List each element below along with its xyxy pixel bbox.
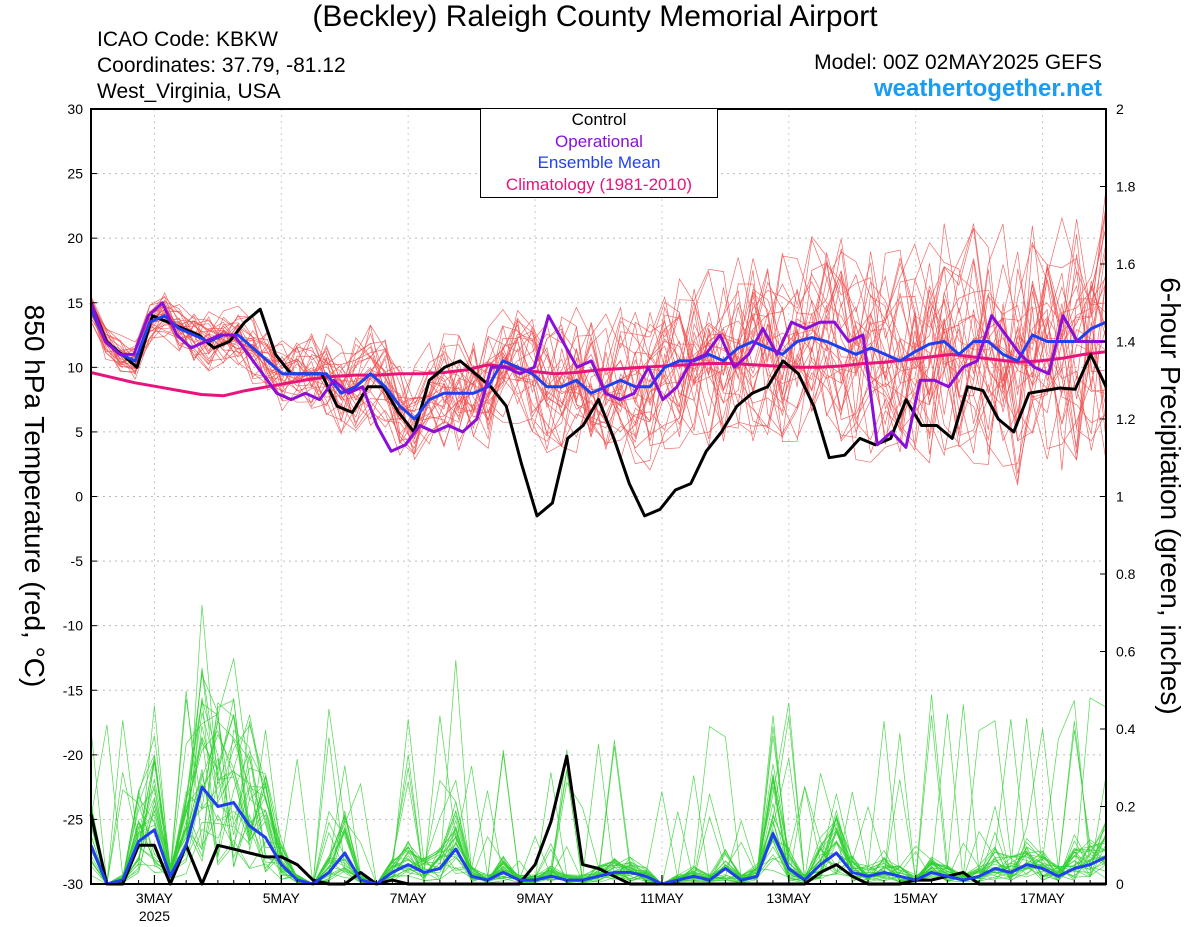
- y-tick-label-left: 10: [67, 359, 83, 375]
- y-tick-label-right: 0: [1116, 876, 1124, 892]
- x-tick-label: 9MAY: [517, 890, 555, 906]
- y-tick-label-right: 0.4: [1116, 721, 1136, 737]
- y-tick-label-right: 0.6: [1116, 644, 1136, 660]
- legend-operational: Operational: [555, 131, 643, 151]
- temperature-member-line: [90, 226, 1107, 452]
- y-tick-label-left: 5: [75, 424, 83, 440]
- precip-control-line: [89, 754, 1106, 886]
- temperature-member-line: [90, 188, 1107, 461]
- temperature-member-line: [90, 255, 1107, 455]
- site-link[interactable]: weathertogether.net: [873, 75, 1102, 102]
- y-tick-label-left: -5: [71, 553, 84, 569]
- temperature-member-line: [90, 249, 1107, 484]
- y-tick-label-right: 1.6: [1116, 256, 1136, 272]
- model-run: Model: 00Z 02MAY2025 GEFS: [814, 51, 1102, 74]
- y-tick-label-right: 0.2: [1116, 799, 1136, 815]
- x-tick-label: 3MAY: [136, 890, 174, 906]
- y-tick-label-left: 20: [67, 230, 83, 246]
- precip-member-line: [90, 713, 1107, 885]
- y-tick-label-left: -30: [63, 876, 83, 892]
- y-tick-label-left: 15: [67, 295, 83, 311]
- precip-member-line: [90, 713, 1107, 885]
- x-tick-year-label: 2025: [139, 908, 170, 924]
- temperature-member-line: [90, 266, 1107, 449]
- y-tick-label-right: 1.2: [1116, 411, 1136, 427]
- legend-ensemble-mean: Ensemble Mean: [537, 153, 661, 172]
- y-tick-label-left: 0: [75, 489, 83, 505]
- legend-climatology: Climatology (1981-2010): [505, 174, 693, 194]
- precip-member-line: [90, 721, 1107, 885]
- temperature-climatology-line: [90, 350, 1107, 398]
- y-axis-label-right: 6-hour Precipitation (green, inches): [1155, 277, 1186, 715]
- precip-ensemble-mean-line: [89, 785, 1107, 886]
- temperature-operational-line: [89, 301, 1106, 453]
- y-tick-label-right: 1.4: [1116, 334, 1136, 350]
- chart-legend: Control Operational Ensemble Mean Climat…: [480, 108, 718, 198]
- region: West_Virginia, USA: [97, 80, 281, 103]
- x-tick-label: 17MAY: [1020, 890, 1066, 906]
- y-tick-label-left: -10: [63, 618, 83, 634]
- y-tick-label-left: -15: [63, 682, 83, 698]
- legend-control: Control: [571, 110, 627, 129]
- x-tick-label: 5MAY: [263, 890, 301, 906]
- coordinates: Coordinates: 37.79, -81.12: [97, 54, 346, 77]
- y-tick-label-left: 30: [67, 101, 83, 117]
- temperature-ensemble-mean-line: [89, 308, 1107, 421]
- temperature-control-line: [89, 302, 1108, 518]
- icao-code: ICAO Code: KBKW: [97, 28, 278, 51]
- y-tick-label-right: 0.8: [1116, 566, 1136, 582]
- temperature-member-line: [90, 243, 1107, 465]
- y-tick-label-right: 2: [1116, 101, 1124, 117]
- precip-member-line: [90, 712, 1107, 885]
- y-tick-label-left: -20: [63, 747, 83, 763]
- temperature-member-line: [90, 223, 1107, 454]
- x-tick-label: 11MAY: [640, 890, 684, 906]
- precip-member-line: [90, 730, 1107, 885]
- temperature-member-line: [90, 211, 1107, 456]
- y-tick-label-left: -25: [63, 811, 83, 827]
- temperature-member-line: [90, 260, 1107, 450]
- x-tick-label: 7MAY: [390, 890, 428, 906]
- x-tick-label: 13MAY: [766, 890, 812, 906]
- y-tick-label-left: 25: [67, 166, 83, 182]
- precip-member-line: [90, 690, 1107, 885]
- y-tick-label-right: 1.8: [1116, 179, 1136, 195]
- y-tick-label-right: 1: [1116, 489, 1124, 505]
- precip-member-line: [90, 714, 1107, 885]
- y-axis-label-left: 850 hPa Temperature (red, °C): [19, 304, 50, 688]
- x-tick-label: 15MAY: [893, 890, 939, 906]
- precip-member-line: [90, 604, 1107, 885]
- chart-title: (Beckley) Raleigh County Memorial Airpor…: [312, 0, 878, 33]
